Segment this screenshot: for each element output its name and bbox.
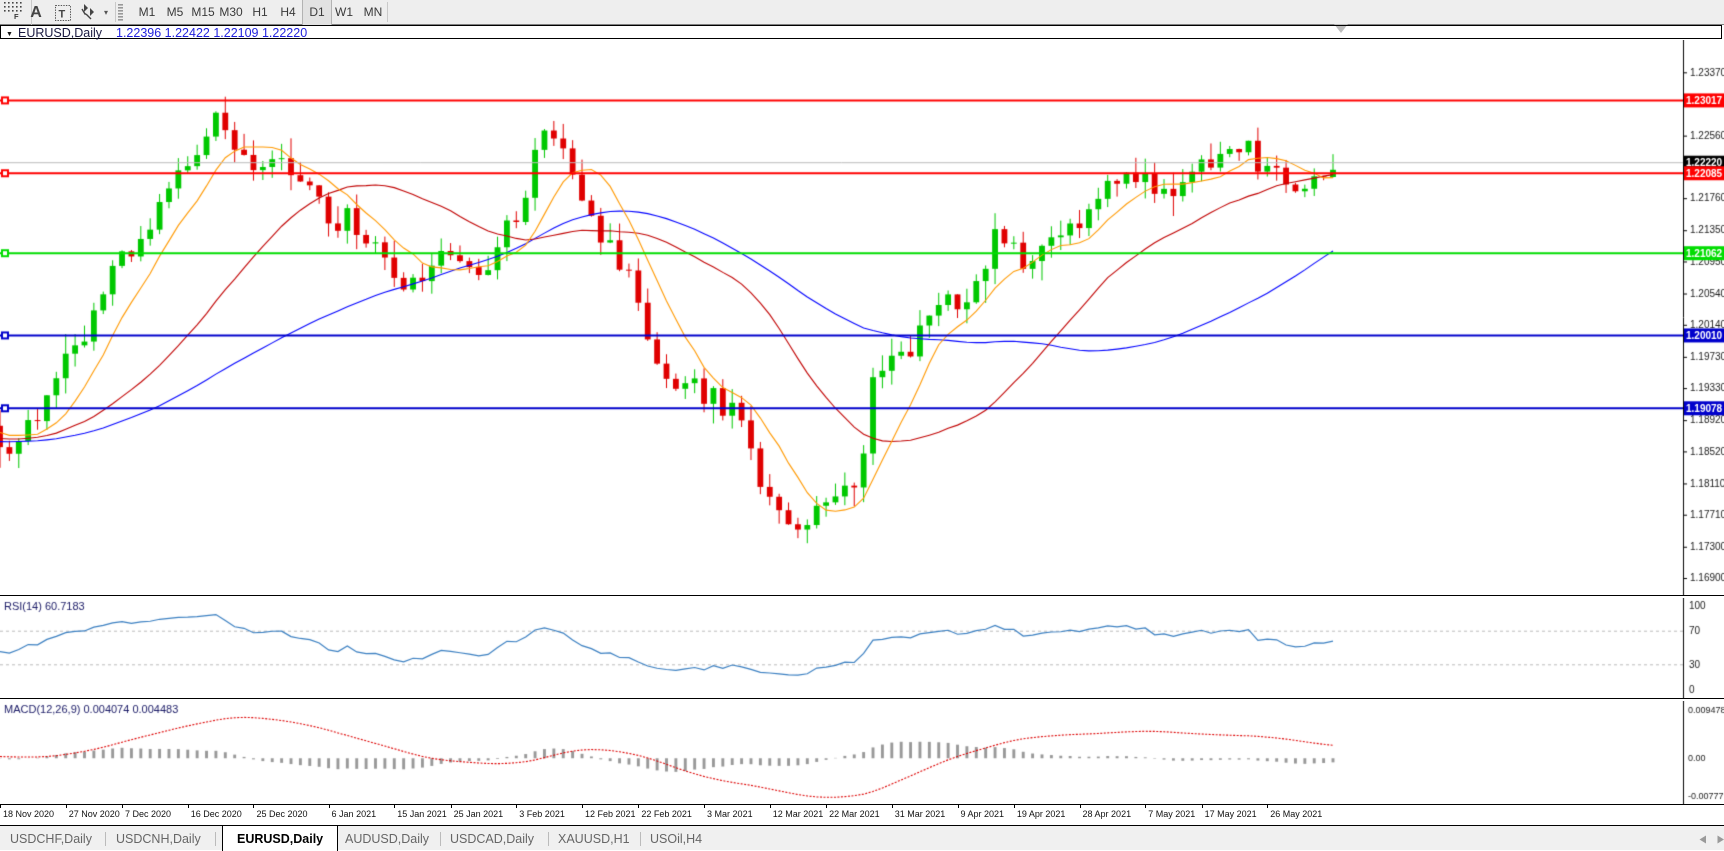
svg-text:F: F: [14, 12, 19, 20]
svg-text:T: T: [59, 9, 66, 21]
